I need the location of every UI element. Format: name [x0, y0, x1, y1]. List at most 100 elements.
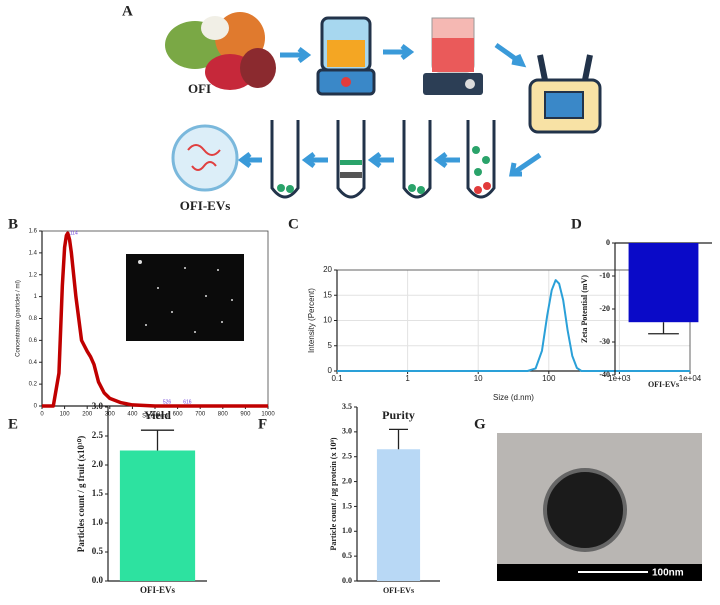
error-bar [140, 429, 175, 451]
x-tick-label: 100 [542, 374, 556, 383]
centrifuge [544, 91, 584, 119]
inset-particle [171, 311, 173, 313]
stirrer [465, 79, 475, 89]
y-tick-label: 2.5 [92, 430, 104, 440]
y-tick-label: -10 [599, 271, 610, 280]
blender [327, 40, 365, 67]
y-tick-label: -20 [599, 304, 610, 313]
y-axis-title: Particle count / µg protein (x 10⁹) [329, 437, 338, 550]
y-tick-label: 3.5 [342, 402, 352, 411]
extracellular-vesicle [171, 124, 239, 192]
y-tick-label: 0.0 [342, 576, 352, 585]
y-tick-label: 20 [323, 265, 332, 274]
panel-label: D [571, 216, 582, 232]
x-tick-label: 1 [405, 374, 410, 383]
y-tick-label: 2.0 [92, 459, 104, 469]
x-tick-label: 200 [82, 412, 93, 418]
y-tick-label: 0.6 [29, 338, 38, 344]
x-tick-label: 500 [150, 412, 161, 418]
x-axis-title: Size (nm) [142, 414, 168, 420]
y-tick-label: 1.6 [29, 229, 38, 235]
bar [628, 243, 699, 323]
blender [341, 77, 351, 87]
panel-label: C [288, 216, 299, 232]
inset-particle [221, 321, 223, 323]
diagram-label: OFI-EVs [180, 198, 231, 213]
workflow-diagram: A OFI [122, 3, 602, 213]
y-tick-label: 0 [606, 238, 610, 247]
y-tick-label: 1.4 [29, 250, 38, 256]
x-tick-label: 600 [173, 412, 184, 418]
y-tick-label: 1.2 [29, 272, 38, 278]
bar [376, 449, 421, 581]
y-axis-title: Concentration (particles / ml) [16, 280, 22, 357]
y-tick-label: 1 [34, 294, 38, 300]
panel-label: B [8, 216, 18, 232]
y-tick-label: -40 [599, 370, 610, 379]
inset-particle [205, 295, 207, 297]
y-tick-label: 0 [34, 404, 38, 410]
arrow [383, 44, 415, 60]
x-tick-label: OFI-EVs [648, 380, 679, 389]
error-bar [389, 428, 408, 450]
x-tick-label: OFI-EVs [383, 586, 414, 595]
y-tick-label: 1.5 [92, 488, 104, 498]
inset-particle [184, 267, 186, 269]
peak-label: 616 [183, 399, 192, 405]
y-tick-label: 3.0 [342, 427, 352, 436]
inset-particle [138, 260, 142, 264]
x-tick-label: 0.1 [331, 374, 343, 383]
chart-title: Yield [144, 408, 171, 422]
y-tick-label: 0.0 [92, 575, 104, 585]
y-tick-label: 0.8 [29, 316, 38, 322]
x-tick-label: OFI-EVs [140, 585, 176, 595]
x-axis-title: Size (d.nm) [493, 393, 534, 402]
y-tick-label: 5 [328, 341, 333, 350]
y-tick-label: 10 [323, 316, 332, 325]
error-bar [648, 322, 679, 335]
x-tick-label: 400 [127, 412, 138, 418]
fruit [240, 48, 276, 88]
fruit [201, 16, 229, 40]
centrifuge [537, 54, 593, 81]
panel-label: F [258, 416, 267, 432]
diagram-label: OFI [188, 81, 211, 96]
inset-particle [145, 324, 147, 326]
panel-label: E [8, 416, 18, 432]
y-tick-label: 15 [323, 290, 332, 299]
arrow [509, 152, 542, 177]
inset-particle [194, 331, 196, 333]
inset-particle [157, 287, 159, 289]
beaker [432, 38, 474, 72]
vesicle [543, 468, 627, 552]
y-axis-title: Particles count / g fruit (x10¹⁰) [76, 436, 86, 553]
peak-label: 114 [70, 230, 78, 236]
y-tick-label: 1.0 [92, 517, 104, 527]
chart-title: Purity [382, 408, 415, 422]
x-tick-label: 1e+03 [608, 374, 631, 383]
y-tick-label: 1.5 [342, 501, 352, 510]
y-tick-label: 0.5 [342, 551, 352, 560]
inset-particle [217, 269, 219, 271]
x-tick-label: 900 [240, 412, 251, 418]
peak-label: 526 [163, 399, 172, 405]
x-tick-label: 100 [60, 412, 71, 418]
panel-label: G [474, 416, 486, 432]
x-tick-label: 1000 [261, 412, 275, 418]
y-tick-label: 2.5 [342, 452, 352, 461]
arrow [237, 152, 460, 168]
y-tick-label: 0.5 [92, 546, 104, 556]
y-axis-title: Intensity (Percent) [307, 288, 316, 353]
x-tick-label: 700 [195, 412, 206, 418]
y-axis-title: Zeta Potential (mV) [580, 275, 589, 343]
inset-particle [231, 299, 233, 301]
scale-bar-label: 100nm [652, 568, 684, 579]
panel-label: A [122, 3, 133, 19]
arrow [494, 42, 527, 68]
y-tick-label: 0.4 [29, 360, 38, 366]
tube-contents [277, 146, 491, 194]
y-tick-label: -30 [599, 337, 610, 346]
nta-inset [126, 254, 244, 341]
y-tick-label: 0 [328, 366, 333, 375]
